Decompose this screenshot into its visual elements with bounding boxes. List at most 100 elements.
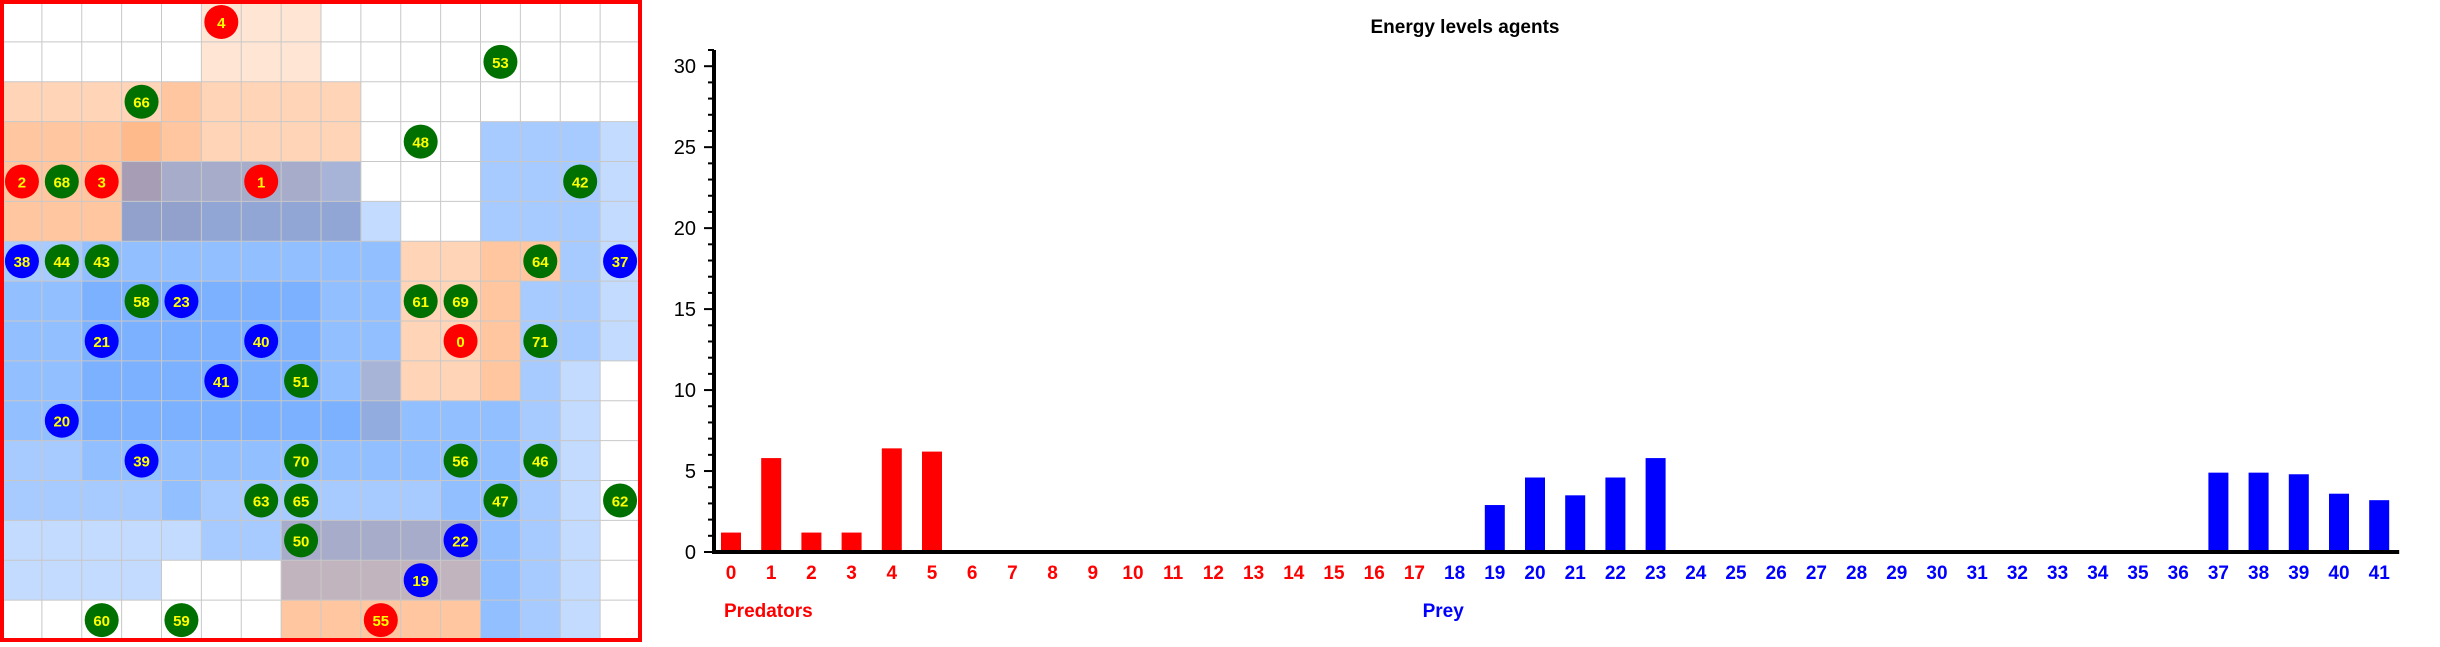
grid-lines bbox=[2, 2, 640, 640]
predator-zone-cell bbox=[360, 360, 401, 401]
predator-agent: 1 bbox=[244, 164, 279, 199]
food-agent-marker bbox=[44, 164, 79, 199]
predator-zone-cell bbox=[321, 600, 361, 640]
prey-zone-cell bbox=[2, 560, 42, 601]
predator-zone-cell bbox=[440, 360, 481, 401]
prey-agent: 19 bbox=[403, 563, 438, 598]
x-tick-label: 8 bbox=[1047, 563, 1058, 584]
predator-zone-cell bbox=[440, 600, 481, 640]
prey-zone-cell bbox=[41, 440, 82, 481]
prey-zone-cell bbox=[560, 480, 601, 521]
prey-zone-cell bbox=[360, 560, 401, 601]
energy-bar bbox=[761, 458, 782, 552]
prey-zone-cell bbox=[241, 440, 282, 481]
x-tick-label: 6 bbox=[967, 563, 978, 584]
prey-zone-cell bbox=[201, 161, 242, 202]
x-tick-label: 24 bbox=[1685, 563, 1707, 584]
energy-bar bbox=[1605, 477, 1626, 552]
predator-zone-cell bbox=[241, 121, 282, 162]
prey-zone-cell bbox=[360, 201, 401, 242]
x-tick-label: 23 bbox=[1645, 563, 1666, 584]
food-agent-marker bbox=[244, 483, 279, 518]
prey-zone-cell bbox=[161, 201, 202, 242]
prey-zone-cell bbox=[41, 480, 82, 521]
prey-zone-cell bbox=[520, 281, 561, 321]
predator-zone-cell bbox=[360, 560, 401, 601]
predator-zone-cell bbox=[281, 600, 321, 640]
agent-id-label: 3 bbox=[98, 174, 106, 191]
prey-agent-marker bbox=[44, 403, 79, 438]
predator-zone-cell bbox=[241, 81, 282, 122]
prey-zone-cell bbox=[121, 480, 162, 521]
prey-zone-cell bbox=[161, 440, 202, 481]
prey-zone-cell bbox=[400, 440, 441, 481]
food-agent: 42 bbox=[563, 164, 598, 199]
prey-agent-marker bbox=[603, 244, 638, 279]
predator-zone-cell bbox=[201, 81, 242, 122]
predator-zone-cell bbox=[161, 121, 202, 162]
prey-zone-cell bbox=[121, 400, 162, 441]
prey-zone-cell bbox=[560, 360, 601, 401]
agent-id-label: 41 bbox=[213, 374, 230, 391]
prey-zone-cell bbox=[2, 400, 42, 441]
food-agent-marker bbox=[124, 84, 159, 119]
food-agent-marker bbox=[483, 483, 518, 518]
prey-zone-cell bbox=[161, 480, 202, 521]
prey-zone-cell bbox=[360, 281, 401, 321]
prey-zone-cell bbox=[201, 520, 242, 561]
prey-zone-cell bbox=[400, 400, 441, 441]
x-tick-label: 25 bbox=[1725, 563, 1747, 584]
x-tick-label: 17 bbox=[1404, 563, 1425, 584]
prey-zone-cell bbox=[480, 400, 521, 441]
x-tick-label: 29 bbox=[1886, 563, 1907, 584]
prey-zone-cell bbox=[241, 241, 282, 282]
prey-zone-cell bbox=[2, 321, 42, 361]
prey-zone-cell bbox=[480, 161, 521, 202]
prey-zone-cell bbox=[321, 321, 361, 361]
prey-zone-cell bbox=[81, 520, 122, 561]
predator-zone-cell bbox=[2, 81, 42, 122]
predator-zone-cell bbox=[241, 2, 282, 42]
predator-zone-cell bbox=[41, 121, 82, 162]
prey-zone-cell bbox=[161, 360, 202, 401]
prey-zone-cell bbox=[440, 560, 481, 601]
food-agent-marker bbox=[44, 244, 79, 279]
predator-zone-cell bbox=[321, 560, 361, 601]
prey-zone-cell bbox=[41, 281, 82, 321]
prey-agent-marker bbox=[124, 443, 159, 478]
predator-zone-cell bbox=[281, 81, 321, 122]
prey-zone-cell bbox=[281, 161, 321, 202]
prey-zone-cell bbox=[560, 121, 601, 162]
predator-zone-cell bbox=[400, 360, 441, 401]
prey-zone-cell bbox=[201, 480, 242, 521]
prey-zone-cell bbox=[41, 520, 82, 561]
prey-zone-cell bbox=[560, 201, 601, 242]
agent-id-label: 20 bbox=[53, 414, 70, 431]
food-agent-marker bbox=[603, 483, 638, 518]
prey-zone-cell bbox=[520, 600, 561, 640]
agent-id-label: 70 bbox=[293, 454, 310, 471]
agent-id-label: 38 bbox=[14, 254, 31, 271]
prey-zone-cell bbox=[161, 400, 202, 441]
prey-zone-cell bbox=[2, 440, 42, 481]
energy-bar bbox=[1565, 495, 1586, 552]
predator-zone-cell bbox=[121, 161, 162, 202]
food-agent: 59 bbox=[164, 603, 199, 638]
prey-agent: 23 bbox=[164, 284, 199, 319]
agent-id-label: 23 bbox=[173, 294, 190, 311]
prey-zone-cell bbox=[201, 400, 242, 441]
food-agent: 69 bbox=[443, 284, 478, 319]
predator-zone-cell bbox=[121, 121, 162, 162]
agent-id-label: 69 bbox=[452, 294, 469, 311]
x-tick-label: 37 bbox=[2208, 563, 2229, 584]
x-tick-label: 33 bbox=[2047, 563, 2068, 584]
food-agent: 63 bbox=[244, 483, 279, 518]
predator-zone-cell bbox=[161, 161, 202, 202]
energy-bar bbox=[2369, 500, 2390, 552]
food-agent: 68 bbox=[44, 164, 79, 199]
food-agent: 60 bbox=[84, 603, 119, 638]
predator-zone-cell bbox=[440, 241, 481, 282]
energy-bar bbox=[2288, 474, 2309, 552]
x-tick-label: 19 bbox=[1484, 563, 1505, 584]
prey-zone-cell bbox=[321, 201, 361, 242]
